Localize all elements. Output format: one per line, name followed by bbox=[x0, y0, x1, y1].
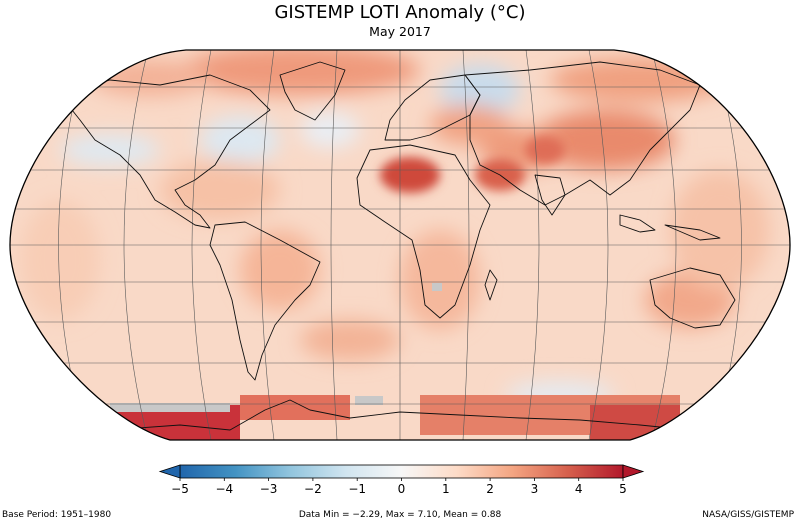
colorbar-tick-label: 1 bbox=[442, 482, 450, 496]
coastlines bbox=[59, 61, 769, 431]
colorbar-tick-label: −5 bbox=[171, 482, 189, 496]
anomaly-map bbox=[9, 49, 791, 441]
colorbar-tick-label: 0 bbox=[398, 482, 406, 496]
colorbar-tick-label: 5 bbox=[619, 482, 627, 496]
colorbar-extend-min bbox=[158, 464, 181, 479]
colorbar-tick-label: 4 bbox=[575, 482, 583, 496]
colorbar-tick-label: −4 bbox=[215, 482, 233, 496]
data-stats-label: Data Min = −2.29, Max = 7.10, Mean = 0.8… bbox=[298, 510, 502, 520]
colorbar-tick-label: −3 bbox=[260, 482, 278, 496]
base-period-label: Base Period: 1951–1980 bbox=[2, 510, 112, 520]
colorbar-tick-label: 2 bbox=[486, 482, 494, 496]
colorbar-bar bbox=[179, 464, 624, 479]
graticule bbox=[10, 50, 790, 440]
source-label: NASA/GISS/GISTEMP bbox=[702, 510, 794, 520]
colorbar-extend-max bbox=[622, 464, 645, 479]
colorbar-tick-label: −1 bbox=[348, 482, 366, 496]
map-subtitle: May 2017 bbox=[369, 24, 431, 39]
colorbar-tick-label: −2 bbox=[304, 482, 322, 496]
map-title: GISTEMP LOTI Anomaly (°C) bbox=[274, 2, 526, 23]
colorbar-tick-label: 3 bbox=[531, 482, 539, 496]
